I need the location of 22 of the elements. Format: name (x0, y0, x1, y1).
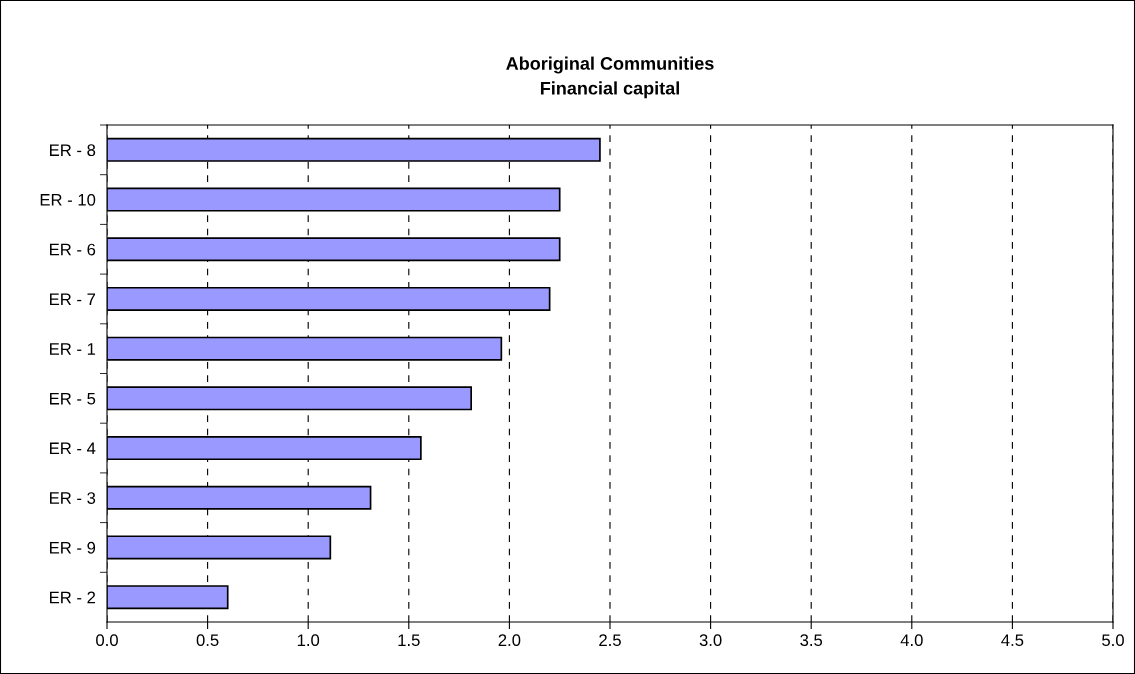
x-tick-label: 3.0 (699, 634, 722, 647)
y-tick-label: ER - 8 (50, 144, 96, 157)
x-tick-label: 2.5 (599, 634, 621, 647)
x-tick-label: 1.0 (297, 634, 320, 647)
x-tick-label: 0.5 (196, 634, 219, 647)
y-tick-label: ER - 1 (50, 343, 96, 355)
chart-title: Aboriginal Communities Financial capital (506, 56, 714, 99)
x-tick-label: 2.0 (498, 634, 521, 647)
x-tick-label: 4.0 (900, 634, 923, 647)
x-tick-label: 4.5 (1001, 634, 1024, 647)
y-tick-label: ER - 9 (50, 541, 96, 554)
x-tick-label: 5.0 (1102, 634, 1124, 647)
y-tick-label: ER - 7 (50, 293, 96, 305)
x-tick-label: 0.0 (96, 634, 118, 647)
y-tick-label: ER - 2 (50, 591, 96, 604)
x-tick-label: 3.5 (800, 634, 823, 647)
y-tick-label: ER - 10 (40, 193, 96, 206)
y-tick-label: ER - 4 (50, 442, 96, 455)
y-tick-label: ER - 3 (50, 492, 96, 504)
x-tick-label: 1.5 (398, 634, 420, 647)
y-tick-label: ER - 5 (50, 392, 96, 405)
y-tick-label: ER - 6 (50, 243, 96, 256)
